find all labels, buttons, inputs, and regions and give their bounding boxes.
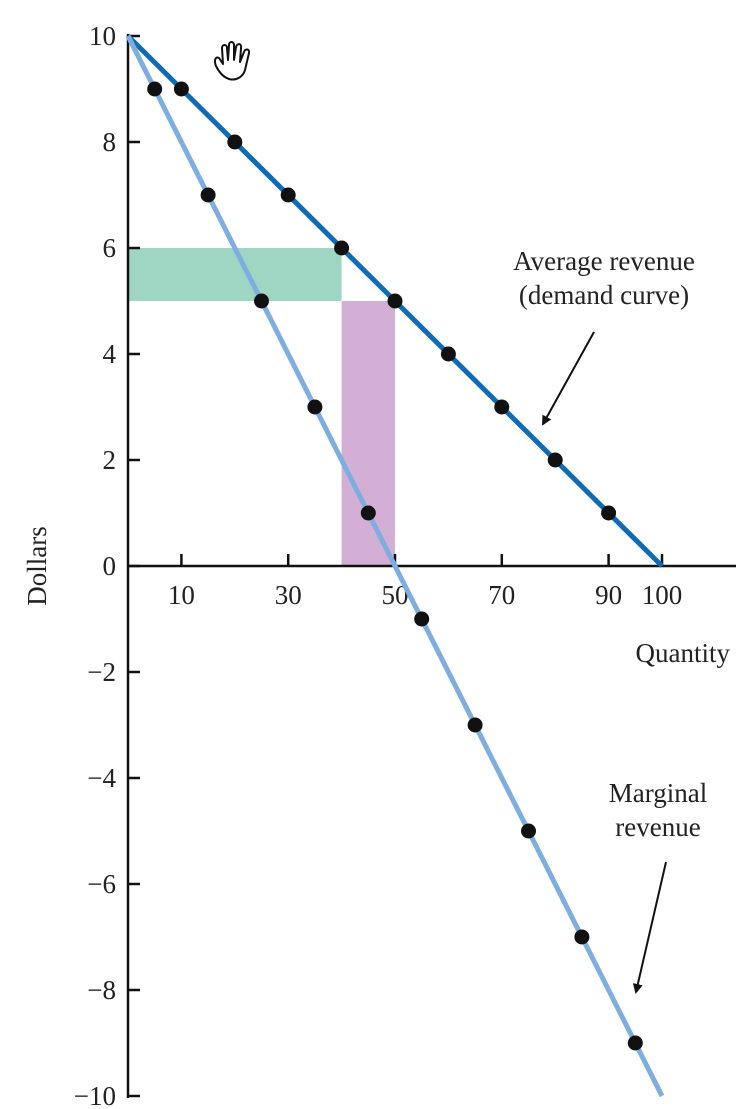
- data-point: [547, 452, 563, 468]
- x-tick-label: 10: [168, 580, 195, 610]
- data-point: [334, 240, 350, 256]
- data-point: [254, 293, 269, 309]
- shaded-regions: [128, 248, 395, 566]
- annotation-arrow-0: [542, 331, 595, 426]
- data-point: [601, 505, 617, 521]
- shaded-region-gain: [128, 248, 342, 301]
- annotation-label-0: Average revenue: [513, 246, 695, 276]
- y-tick-label: −4: [87, 763, 116, 793]
- data-point: [227, 134, 243, 150]
- y-tick-label: 10: [89, 21, 116, 51]
- data-point: [467, 717, 483, 733]
- data-point: [574, 929, 590, 945]
- data-point: [280, 187, 296, 203]
- x-tick-label: 30: [275, 580, 302, 610]
- data-point: [494, 399, 510, 415]
- hand-cursor-icon: [214, 41, 251, 81]
- data-point: [200, 187, 216, 203]
- y-tick-label: 0: [103, 551, 117, 581]
- y-tick-label: −10: [74, 1081, 116, 1109]
- data-point: [521, 823, 536, 839]
- y-tick-label: −6: [87, 869, 116, 899]
- series-points: [147, 81, 643, 1051]
- shaded-region-loss: [341, 301, 395, 566]
- y-tick-label: 8: [103, 127, 117, 157]
- data-point: [360, 505, 376, 521]
- annotation-label-0: (demand curve): [519, 280, 689, 310]
- data-point: [387, 293, 403, 309]
- y-tick-label: 6: [103, 233, 117, 263]
- data-point: [627, 1035, 643, 1051]
- annotation-label-1: revenue: [615, 812, 700, 842]
- annotation-label-1: Marginal: [609, 778, 707, 808]
- x-tick-label: 70: [488, 580, 515, 610]
- data-point: [173, 81, 189, 97]
- x-tick-label: 90: [595, 580, 622, 610]
- y-tick-label: 4: [103, 339, 117, 369]
- x-tick-label: 100: [642, 580, 683, 610]
- data-point: [147, 81, 163, 97]
- data-point: [440, 346, 456, 362]
- series-line-1: [125, 34, 665, 1098]
- x-axis-title: Quantity: [636, 638, 731, 668]
- labels: Quantity Dollars Average revenue (demand cu…: [22, 246, 731, 994]
- y-tick-label: −8: [87, 975, 116, 1005]
- annotation-arrow-1: [632, 861, 667, 994]
- data-point: [414, 611, 430, 627]
- y-axis-title: Dollars: [22, 526, 52, 605]
- y-tick-label: −2: [87, 657, 116, 687]
- y-tick-label: 2: [103, 445, 117, 475]
- icons: [214, 41, 251, 81]
- data-point: [307, 399, 323, 415]
